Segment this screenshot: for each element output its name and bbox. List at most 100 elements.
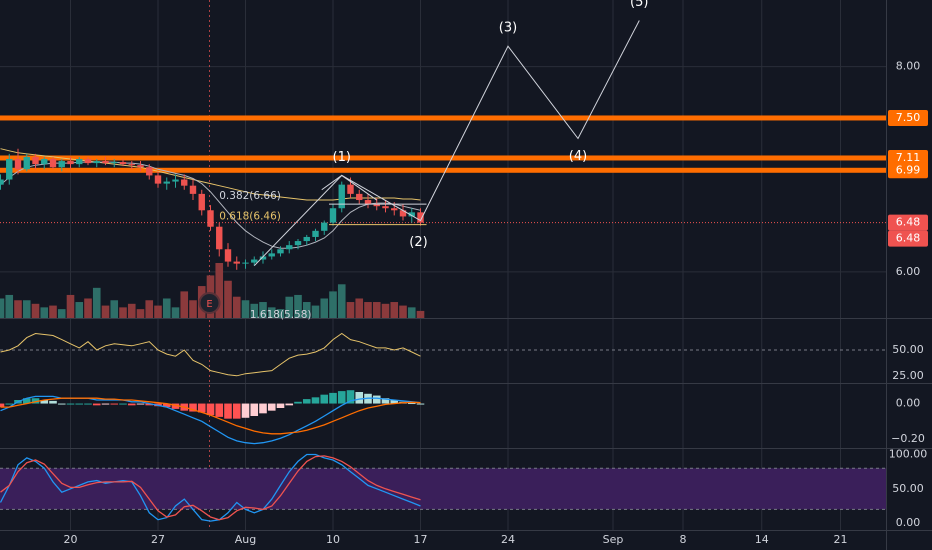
volume-bar [232,296,241,318]
volume-bar [66,294,75,318]
fibonacci-levels: 0.382(6.66) 0.618(6.46) 1.618(5.58) [219,190,427,321]
candle-body[interactable] [294,241,302,246]
stochastic-pane[interactable] [0,453,886,522]
candle-body[interactable] [216,226,223,250]
volume-bar [22,300,31,318]
volume-bar [302,302,311,318]
candle-body[interactable] [154,175,162,184]
volume-bar [250,303,259,318]
candle-body[interactable] [14,159,22,170]
candle-body[interactable] [163,181,170,184]
candlesticks[interactable] [0,148,424,270]
candle-body[interactable] [172,179,179,182]
volume-bar [75,302,84,318]
volume-bar [136,309,145,318]
volume-bar [399,305,407,318]
candle-body[interactable] [0,179,4,185]
macd-pane[interactable] [0,390,425,445]
macd-histogram-bar [241,403,250,418]
candle-body[interactable] [6,159,13,180]
candle-body[interactable] [58,161,65,168]
price-pane[interactable]: 0.382(6.66) 0.618(6.46) 1.618(5.58) (1) (2)… [0,0,886,321]
earnings-marker-icon[interactable] [198,292,221,314]
candle-body[interactable] [373,204,380,207]
level-label-2: 6.99 [896,163,921,176]
candle-body[interactable] [338,184,345,209]
candle-body[interactable] [189,185,197,194]
candle-body[interactable] [356,193,363,201]
candle-body[interactable] [111,162,118,164]
candle-body[interactable] [146,167,153,176]
candle-body[interactable] [128,164,135,166]
candle-body[interactable] [329,208,337,223]
macd-tick-label: 0.00 [896,397,921,410]
candle-body[interactable] [102,161,109,164]
elliott-wave-line[interactable] [253,20,640,267]
candle-body[interactable] [399,210,407,217]
time-axis[interactable]: 20 27 Aug 10 17 24 Sep 8 14 21 [64,533,848,546]
candle-body[interactable] [84,159,92,164]
elliott-wave[interactable]: (1) (2) (3) (4) (5) [253,0,648,267]
volume-bar [84,298,92,318]
candle-body[interactable] [67,161,74,165]
candle-body[interactable] [207,210,214,227]
candle-body[interactable] [277,249,284,254]
price-axis[interactable]: 7.50 7.116.99 8.00 6.00 6.48 6.48 50.00 25.00 0.… [888,60,928,529]
volume-bar [189,300,197,318]
candle-body[interactable] [347,184,354,194]
macd-histogram-bar [49,400,57,404]
current-price-tag-0 [888,214,928,231]
macd-histogram-bar [189,403,197,412]
candle-body[interactable] [242,262,249,264]
level-line-6.99[interactable] [0,167,886,173]
macd-histogram-bar [259,403,267,414]
horizontal-levels[interactable] [0,115,886,224]
candle-body[interactable] [268,253,275,257]
volume-bar [311,305,320,318]
volume-bar [407,307,416,318]
candle-body[interactable] [198,193,205,211]
level-label-1: 7.11 [896,151,921,164]
candle-body[interactable] [181,179,188,186]
macd-histogram-bar [197,403,206,413]
candle-body[interactable] [93,161,100,164]
candle-body[interactable] [32,156,39,165]
candle-body[interactable] [321,222,328,231]
candle-body[interactable] [49,159,57,168]
candle-body[interactable] [233,261,240,264]
level-line-7.50[interactable] [0,115,886,121]
candle-body[interactable] [119,162,127,165]
macd-histogram-bar [294,401,302,404]
candle-body[interactable] [41,159,48,165]
candle-body[interactable] [286,245,293,250]
candle-body[interactable] [391,208,398,211]
candle-body[interactable] [408,212,415,217]
level-line-7.11[interactable] [0,155,886,161]
candle-body[interactable] [251,259,258,263]
candle-body[interactable] [259,256,267,260]
candle-body[interactable] [312,230,319,237]
candle-body[interactable] [382,206,389,209]
volume-bar [372,302,381,318]
candle-body[interactable] [23,156,30,170]
macd-histogram-bar [40,400,49,404]
candle-body[interactable] [224,249,232,262]
macd-histogram-bar [171,403,180,409]
macd-histogram-bar [119,403,127,405]
macd-histogram-bar [31,398,40,404]
candle-body[interactable] [417,212,424,223]
stoch-k-line [0,453,421,522]
event-markers[interactable]: E [198,292,221,314]
macd-histogram-bar [372,395,381,404]
candle-body[interactable] [364,200,372,205]
candle-body[interactable] [303,236,310,242]
rsi-pane[interactable] [0,332,886,377]
macd-histogram-bar [92,403,101,406]
candle-body[interactable] [137,165,144,168]
candle-body[interactable] [76,159,83,165]
macd-histogram-bar [206,403,215,416]
volume-bar [110,300,119,318]
